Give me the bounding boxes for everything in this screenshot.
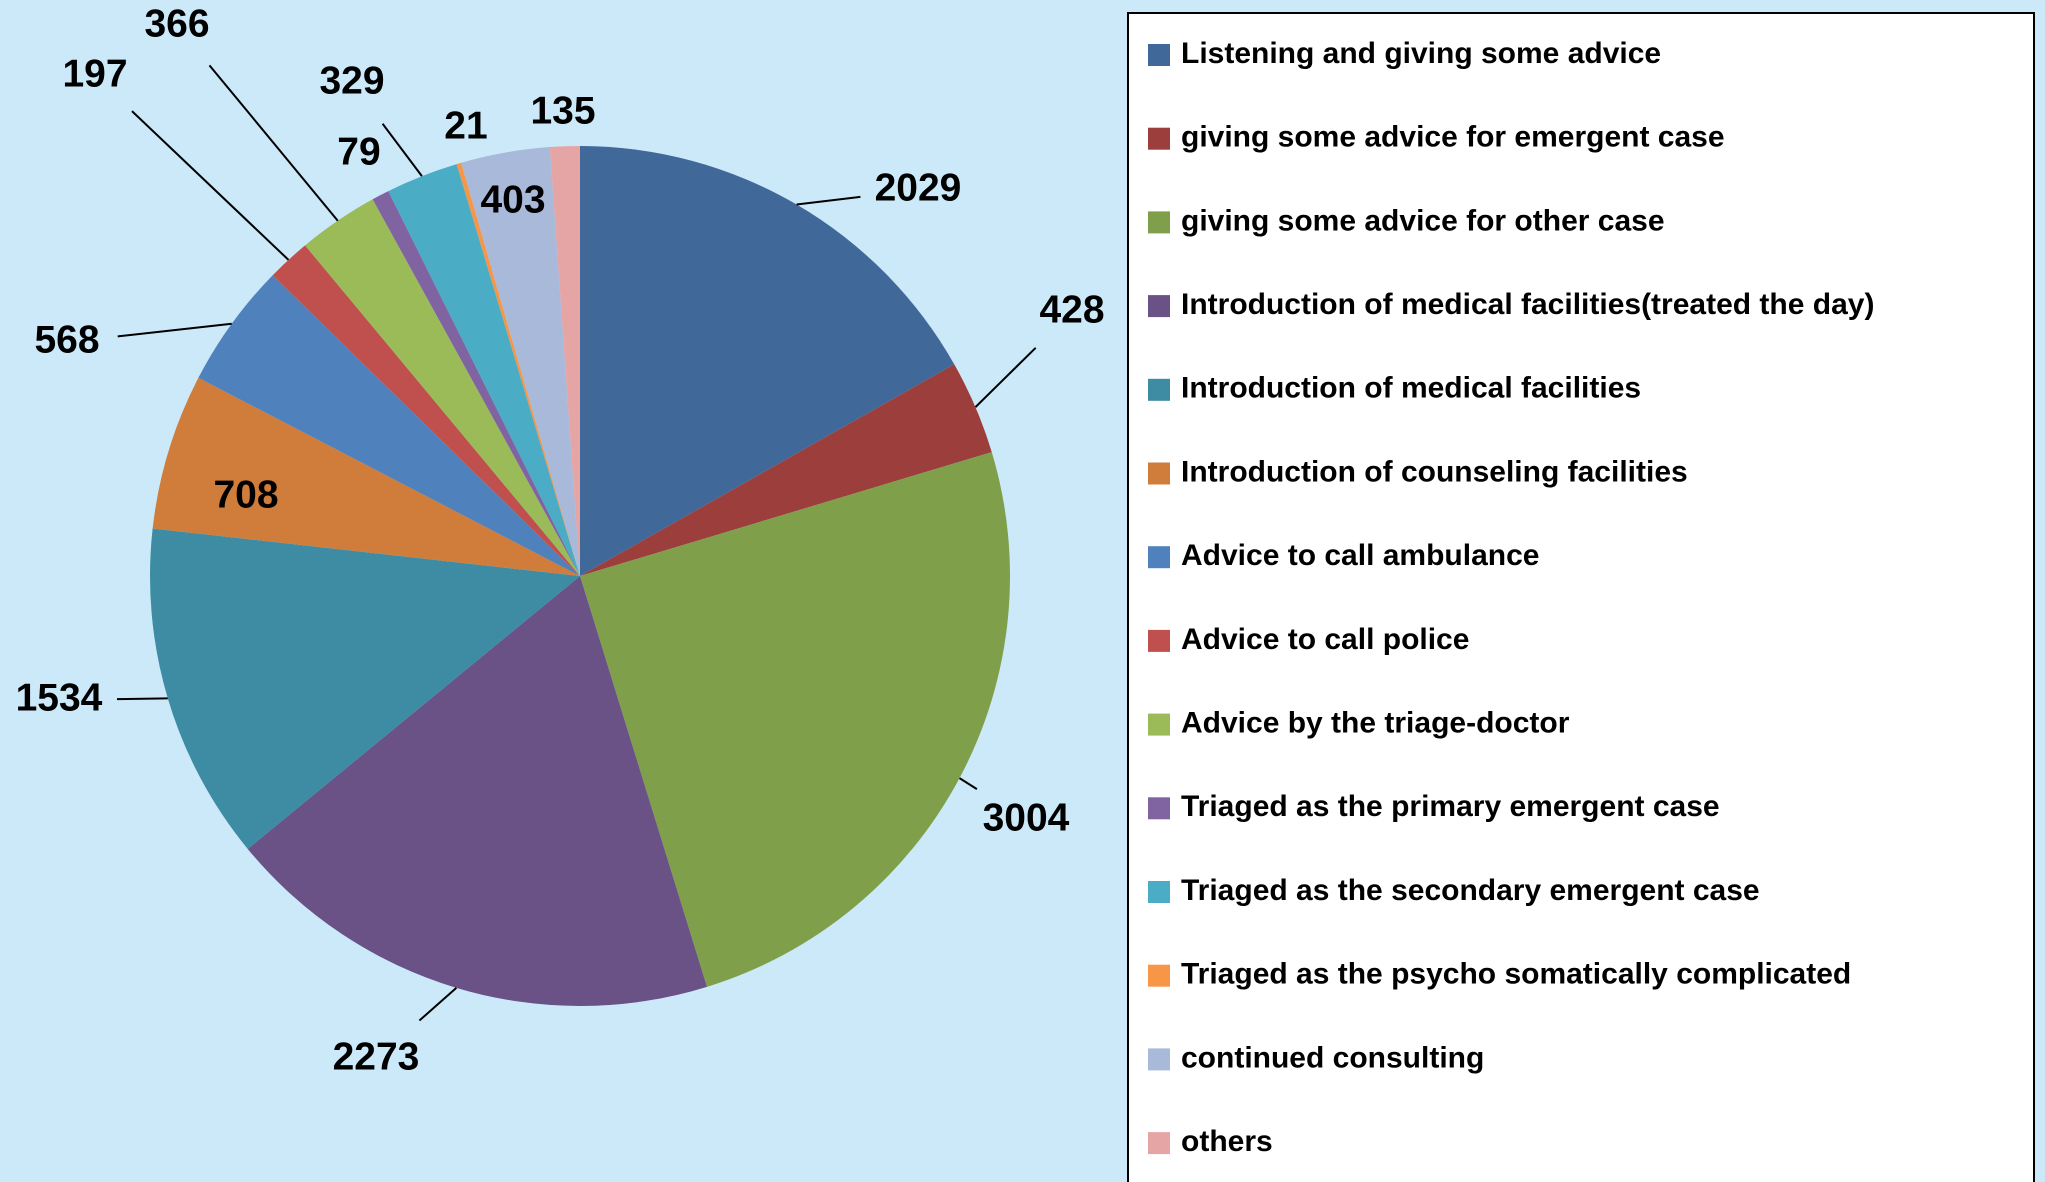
legend-swatch	[1148, 462, 1170, 485]
data-label: 197	[62, 52, 127, 95]
data-label: 329	[319, 59, 384, 102]
pie-slice	[198, 275, 580, 576]
legend-label: Advice to call police	[1181, 623, 1469, 656]
legend-label: Listening and giving some advice	[1181, 37, 1661, 70]
legend-label: giving some advice for other case	[1181, 204, 1665, 237]
leader-line	[796, 195, 861, 206]
data-label: 79	[337, 130, 380, 173]
legend-box	[1127, 12, 2035, 1182]
legend-swatch	[1148, 1132, 1170, 1155]
pie-slice	[461, 147, 580, 577]
legend-swatch	[1148, 127, 1170, 150]
pie-slice	[549, 146, 580, 576]
pie-slice	[580, 452, 1010, 987]
legend-label: Advice by the triage-doctor	[1181, 707, 1570, 740]
pie-slice	[149, 528, 580, 849]
data-label: 3004	[983, 796, 1070, 839]
pie-slice	[580, 146, 955, 576]
pie-slice	[456, 162, 580, 576]
data-label: 428	[1039, 288, 1104, 331]
leader-line	[974, 347, 1037, 408]
data-label: 1534	[16, 676, 103, 719]
pie-slice	[372, 191, 580, 576]
legend-label: Introduction of counseling facilities	[1181, 455, 1688, 488]
data-label: 366	[144, 2, 209, 45]
pie-slice	[152, 377, 580, 576]
leader-line	[116, 697, 168, 701]
data-label: 21	[444, 104, 487, 147]
legend-label: Introduction of medical facilities	[1181, 372, 1641, 405]
data-label: 568	[34, 318, 99, 361]
legend-swatch	[1148, 629, 1170, 652]
legend-swatch	[1148, 211, 1170, 234]
pie-slice	[388, 164, 580, 576]
leader-line	[418, 987, 458, 1022]
legend-swatch	[1148, 964, 1170, 987]
pie-slice	[247, 576, 707, 1006]
data-label: 2273	[333, 1035, 420, 1078]
data-label: 403	[480, 178, 545, 221]
pie-slice	[272, 245, 580, 576]
legend-swatch	[1148, 881, 1170, 903]
legend-label: continued consulting	[1181, 1041, 1484, 1074]
legend-label: Triaged as the psycho somatically compli…	[1181, 958, 1851, 991]
legend-swatch	[1148, 378, 1170, 401]
legend-swatch	[1148, 44, 1170, 66]
legend-label: others	[1181, 1125, 1273, 1158]
data-label: 2029	[875, 166, 962, 209]
legend-label: Introduction of medical facilities(treat…	[1181, 288, 1874, 321]
legend-swatch	[1148, 546, 1170, 569]
legend-swatch	[1148, 713, 1170, 736]
leader-line	[117, 322, 232, 338]
legend-swatch	[1148, 295, 1170, 318]
data-label: 135	[530, 89, 595, 132]
leader-line	[208, 64, 339, 222]
legend-label: Triaged as the primary emergent case	[1181, 790, 1720, 823]
legend-swatch	[1148, 1048, 1170, 1071]
legend-label: Advice to call ambulance	[1181, 539, 1539, 572]
leader-line	[131, 110, 290, 261]
data-label: 708	[213, 473, 278, 516]
legend-swatch	[1148, 797, 1170, 820]
pie-slice	[305, 199, 580, 576]
legend-label: giving some advice for emergent case	[1181, 121, 1725, 154]
legend-label: Triaged as the secondary emergent case	[1181, 874, 1760, 907]
leader-line	[958, 777, 978, 790]
pie-slice	[580, 364, 992, 576]
leader-line	[381, 123, 423, 177]
